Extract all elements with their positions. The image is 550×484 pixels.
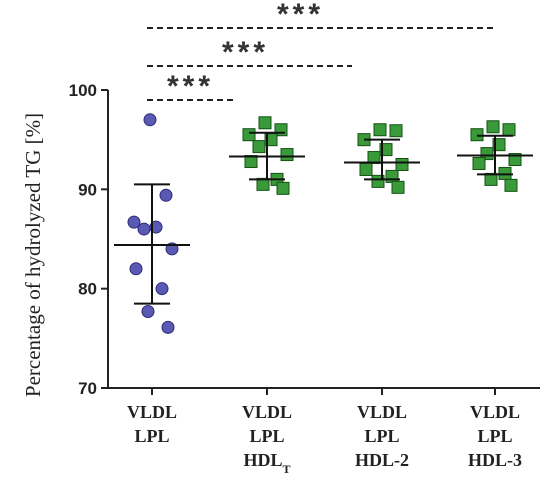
x-category-label: VLDL	[470, 402, 520, 422]
data-point	[395, 158, 409, 171]
y-tick-label: 80	[78, 280, 97, 299]
x-category-label: LPL	[134, 426, 169, 446]
data-point	[359, 162, 373, 176]
data-point	[391, 180, 405, 194]
significance-label: ***	[222, 36, 269, 69]
x-category-label: HDL-3	[468, 450, 522, 470]
x-category-label: VLDL	[357, 402, 407, 422]
data-point	[242, 128, 256, 142]
x-category-label: HDL-2	[355, 450, 409, 470]
data-point	[367, 151, 381, 165]
x-category-label: HDLT	[243, 450, 290, 476]
significance-label: ***	[277, 0, 324, 31]
x-category-label: LPL	[477, 426, 512, 446]
data-point	[472, 157, 486, 171]
data-point	[129, 262, 143, 276]
data-point	[244, 155, 258, 169]
data-point	[373, 123, 387, 137]
x-category-subscript: T	[283, 462, 291, 476]
data-point	[159, 188, 173, 202]
data-point	[389, 124, 403, 138]
y-tick-label: 100	[69, 81, 97, 100]
data-point	[155, 282, 169, 296]
data-point	[143, 113, 157, 127]
x-category-label: VLDL	[127, 402, 177, 422]
data-point	[486, 120, 500, 134]
data-point	[504, 178, 518, 192]
data-point	[502, 123, 516, 137]
y-tick-label: 90	[78, 180, 97, 199]
data-point	[480, 147, 494, 161]
x-category-label: LPL	[364, 426, 399, 446]
significance-label: ***	[167, 70, 214, 103]
data-point	[280, 148, 294, 162]
data-point	[258, 116, 272, 130]
data-point	[141, 305, 155, 319]
data-point	[252, 140, 266, 154]
data-point	[385, 169, 399, 183]
data-point	[161, 320, 175, 334]
data-point	[484, 172, 498, 186]
axis-layer: 70 80 90 100 VLDL LPL VLDL LPL HDLT VLDL LPL HDL-2 V…	[69, 81, 540, 476]
data-point	[256, 177, 270, 191]
data-point	[127, 215, 141, 229]
y-axis-label: Percentage of hydrolyzed TG [%]	[21, 113, 45, 397]
x-category-label: LPL	[249, 426, 284, 446]
data-point	[137, 222, 151, 236]
significance-layer: *********	[147, 0, 495, 103]
x-category-label: VLDL	[242, 402, 292, 422]
y-tick-label: 70	[78, 379, 97, 398]
points-layer	[114, 113, 533, 334]
data-point	[276, 181, 290, 195]
